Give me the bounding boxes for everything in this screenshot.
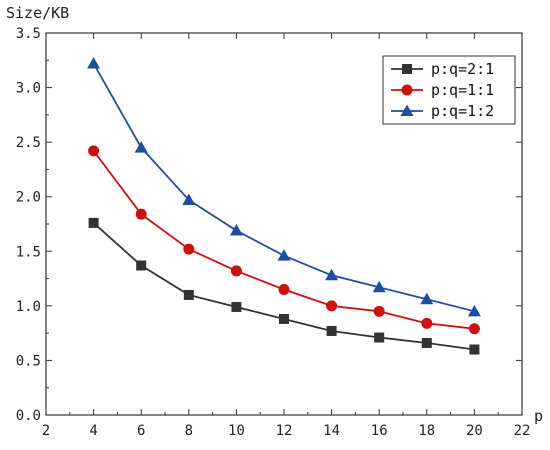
x-tick-label: 18 [418, 423, 435, 439]
axes: 2 4 6 8 10 12 14 16 18 20 22 0.0 0.5 1.0 1.5 2.0 2.5 3.0 3… [16, 26, 531, 439]
series-2 [88, 145, 480, 335]
legend-entry: p:q=1:2 [431, 102, 494, 120]
y-axis-title: Size/KB [6, 4, 69, 22]
data-point [183, 289, 194, 300]
x-tick-label: 10 [228, 423, 245, 439]
data-point [87, 57, 101, 69]
data-point [372, 280, 386, 293]
data-point [469, 344, 480, 355]
data-point [134, 141, 148, 153]
y-tick-label: 1.5 [16, 244, 41, 260]
y-tick-label: 3.0 [16, 81, 41, 97]
data-point [182, 193, 196, 205]
data-point [373, 305, 385, 317]
y-tick-label: 2.5 [16, 135, 41, 151]
data-point [277, 249, 291, 261]
x-tick-label: 8 [185, 423, 193, 439]
y-tick-label: 3.5 [16, 26, 41, 42]
x-tick-label: 12 [276, 423, 293, 439]
data-point [136, 260, 147, 271]
legend-marker [401, 84, 413, 96]
data-point [278, 283, 290, 295]
data-point [421, 337, 432, 348]
legend-marker [400, 104, 414, 116]
x-tick-label: 22 [514, 423, 531, 439]
legend-entry: p:q=1:1 [431, 81, 494, 99]
data-point [229, 224, 243, 236]
data-point [420, 292, 434, 305]
data-point [326, 325, 337, 336]
series-3 [87, 57, 481, 317]
data-point [467, 304, 481, 317]
data-point [135, 208, 147, 220]
legend-marker [402, 64, 412, 74]
x-axis-title: p [534, 407, 543, 425]
y-tick-label: 1.0 [16, 299, 41, 315]
data-point [279, 313, 289, 324]
data-point [325, 268, 339, 281]
data-point [88, 145, 100, 157]
x-tick-label: 20 [466, 423, 483, 439]
data-point [468, 323, 480, 335]
data-point [421, 317, 433, 329]
data-point [183, 243, 195, 255]
y-tick-label: 2.0 [16, 190, 41, 206]
data-point [326, 300, 338, 312]
data-point [231, 301, 242, 312]
data-point [88, 217, 99, 228]
x-tick-label: 2 [42, 423, 50, 439]
series-layer [87, 57, 481, 355]
data-point [230, 265, 242, 277]
legend: p:q=2:1 p:q=1:1 p:q=1:2 [382, 55, 516, 125]
x-tick-label: 6 [137, 423, 145, 439]
legend-entry: p:q=2:1 [431, 60, 494, 78]
series-line [92, 150, 475, 330]
series-1 [88, 217, 480, 355]
x-tick-label: 4 [89, 423, 97, 439]
data-point [374, 332, 385, 343]
x-tick-label: 16 [371, 423, 388, 439]
y-tick-label: 0.0 [16, 408, 41, 424]
y-tick-label: 0.5 [16, 353, 41, 369]
x-tick-label: 14 [323, 423, 340, 439]
